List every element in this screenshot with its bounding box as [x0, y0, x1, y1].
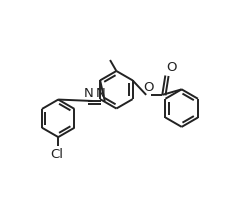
- Text: Cl: Cl: [51, 148, 64, 161]
- Text: N: N: [96, 87, 106, 100]
- Text: O: O: [166, 61, 177, 74]
- Text: O: O: [143, 81, 154, 94]
- Text: N: N: [84, 87, 94, 100]
